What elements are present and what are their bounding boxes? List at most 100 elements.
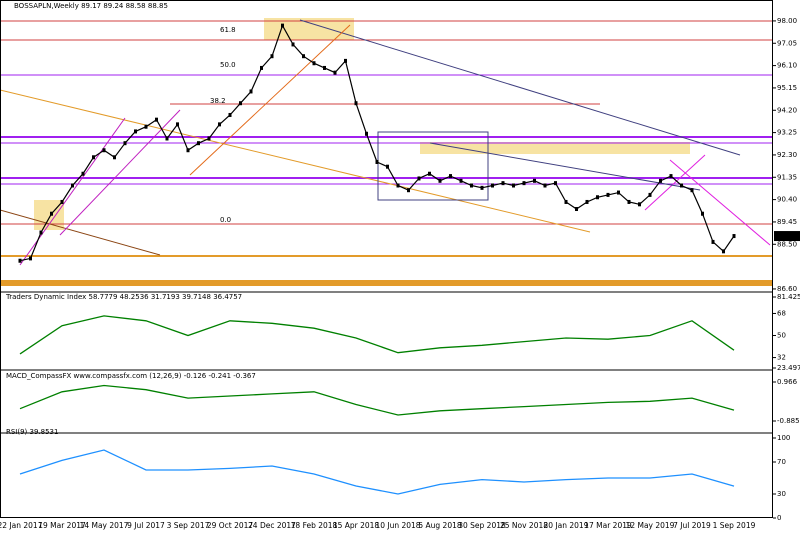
candle [407,188,410,193]
x-tick-label: 15 Apr 2018 [333,521,380,530]
candle [711,239,715,244]
x-tick-label: 10 Jun 2018 [375,521,420,530]
candle [669,174,673,179]
candle [575,207,578,212]
fib-label: 0.0 [220,216,231,224]
y-tick-label: 32 [777,354,786,362]
indicator-line [19,384,735,416]
candle [323,65,326,70]
candle [113,155,116,160]
candle [239,101,242,106]
candle [176,122,179,127]
x-tick-label: 1 Sep 2019 [713,521,756,530]
y-tick-label: 96.10 [777,62,797,70]
panel-borders [0,0,773,518]
candle [596,195,599,200]
y-tick-label: 98.00 [777,17,797,25]
candle [281,23,284,28]
y-tick-label: 86.60 [777,285,797,293]
candle [554,181,557,186]
candle [50,211,53,216]
y-tick-label: 50 [777,332,786,340]
candle [71,183,74,188]
candle [585,199,589,204]
candle [197,141,200,146]
y-tick-label: 94.20 [777,106,797,114]
last-price-box [774,231,800,242]
y-tick-label: 23.4971 [777,364,800,372]
x-tick-label: 3 Sep 2017 [167,521,210,530]
candle [417,176,421,181]
indicator-title: Traders Dynamic Index 58.7779 48.2536 31… [5,293,242,301]
y-tick-label: 81.4257 [777,293,800,301]
candle [648,192,652,197]
x-tick-label: 25 Nov 2018 [500,521,548,530]
last-price-label: 88.85 [776,232,796,240]
candle [354,101,358,106]
candle [92,155,95,160]
candle [722,249,725,254]
candle [291,42,295,47]
candle [564,199,568,204]
chart-header: BOSSAPLN,Weekly 89.17 89.24 88.58 88.85 [14,2,168,10]
candle [480,185,484,190]
x-tick-label: 17 Mar 2019 [584,521,632,530]
candle [102,148,106,153]
y-tick-label: 70 [777,458,786,466]
candle [522,181,526,186]
candle [60,199,64,204]
candle [438,178,442,183]
candle [207,136,211,141]
candle [606,192,610,197]
y-tick-label: 100 [777,434,790,442]
candle [29,256,32,261]
x-tick-label: 14 May 2017 [80,521,129,530]
candle [144,124,148,129]
candle [428,171,431,176]
candle [228,112,232,117]
candle [134,129,137,134]
candle [155,117,158,122]
candle [627,199,631,204]
y-tick-label: 95.15 [777,84,797,92]
x-tick-label: 18 Feb 2018 [291,521,338,530]
candle [123,141,127,146]
candle [18,258,22,263]
candle [533,178,536,183]
candle [638,202,641,207]
candle [186,148,190,153]
fib-label: 50.0 [220,61,236,69]
y-tick-label: -0.885 [777,417,800,425]
drawings [0,18,773,286]
y-tick-label: 88.50 [777,240,797,248]
indicator-title: MACD_CompassFX www.compassfx.com (12,26,… [6,372,256,380]
candle [680,183,683,188]
y-tick-label: 91.35 [777,173,797,181]
candle [396,183,400,188]
candle [365,131,368,136]
x-tick-label: 9 Jul 2017 [127,521,165,530]
y-tick-label: 90.40 [777,196,797,204]
y-tick-label: 92.30 [777,151,797,159]
y-tick-label: 97.05 [777,39,797,47]
candle [39,230,43,235]
indicator-title: RSI(9) 39.8531 [6,428,58,436]
y-tick-label: 68 [777,309,786,317]
x-tick-label: 12 May 2019 [626,521,675,530]
fib-label: 61.8 [220,26,236,34]
x-tick-label: 30 Sep 2018 [458,521,506,530]
y-tick-label: 0 [777,514,781,522]
candle [543,183,547,188]
candle [249,89,253,94]
candle [470,183,473,188]
fib-label: 38.2 [210,97,226,105]
candle [501,181,505,186]
x-tick-label: 7 Jul 2019 [673,521,711,530]
candle [312,61,316,66]
x-tick-label: 19 Mar 2017 [38,521,86,530]
candle [512,183,515,188]
indicator-line [19,449,735,495]
x-tick-label: 29 Oct 2017 [207,521,254,530]
x-tick-label: 20 Jan 2019 [544,521,589,530]
candle [260,65,263,70]
